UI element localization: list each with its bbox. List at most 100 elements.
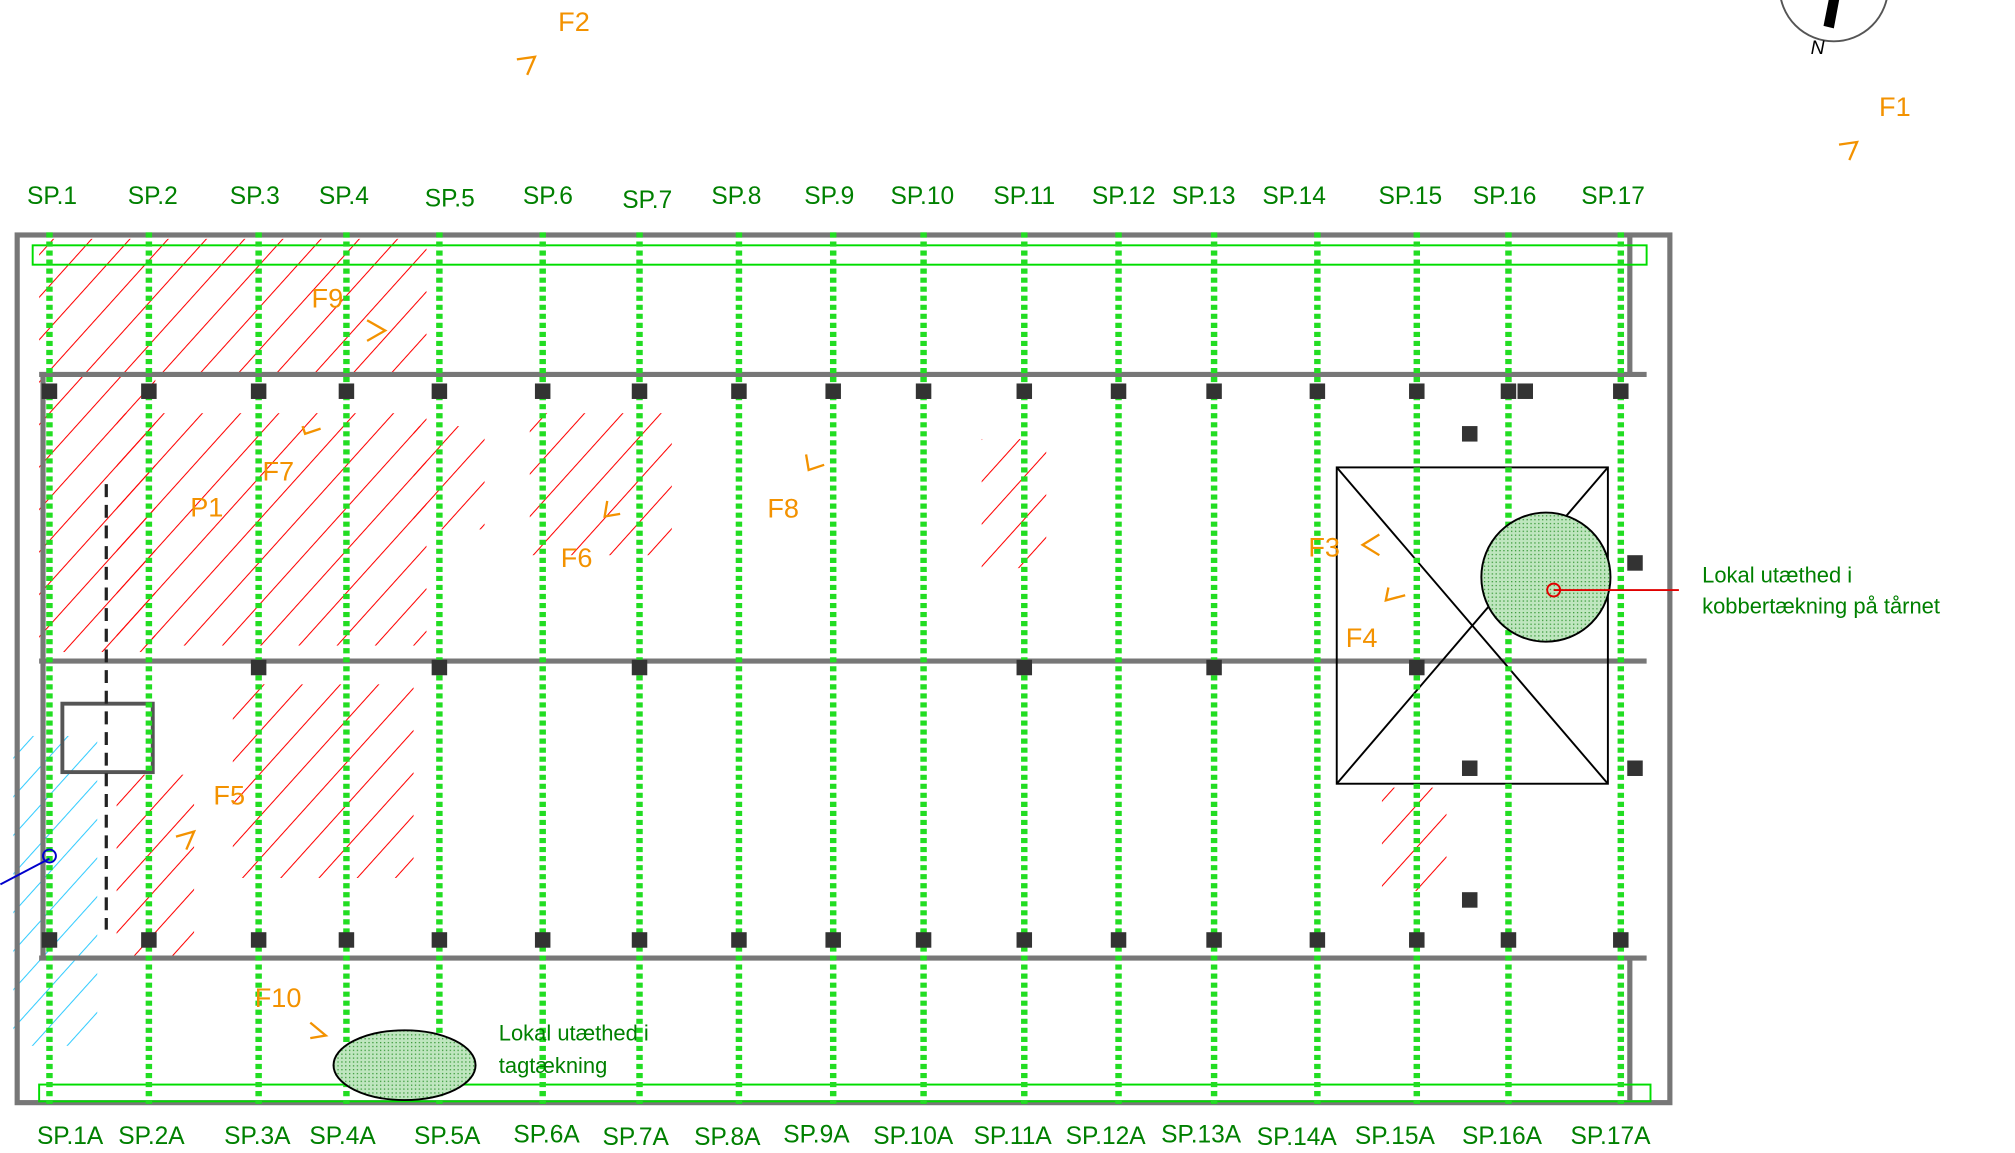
pillar xyxy=(1461,760,1478,776)
pillar xyxy=(915,932,932,948)
top-label: SP.8 xyxy=(711,183,761,210)
pillar xyxy=(731,932,747,948)
pillar xyxy=(1613,383,1629,399)
top-label: SP.5 xyxy=(425,186,475,213)
red-hatch xyxy=(981,438,1047,569)
note-line: Lokal utæthed i xyxy=(1702,562,1852,587)
pillar xyxy=(431,383,448,399)
marker-label: F6 xyxy=(561,542,593,573)
pillar xyxy=(338,383,355,399)
bottom-label: SP.16A xyxy=(1462,1123,1543,1150)
bottom-label: SP.14A xyxy=(1257,1124,1338,1151)
pillar xyxy=(141,383,157,399)
pillar xyxy=(41,932,58,948)
pillar xyxy=(1627,760,1643,776)
pillar xyxy=(631,659,648,676)
marker-label: F7 xyxy=(263,455,295,486)
pillar xyxy=(250,659,267,676)
pillar xyxy=(1613,932,1629,948)
gutters xyxy=(31,244,1652,1103)
leaks xyxy=(0,511,1679,1102)
marker-label: F3 xyxy=(1308,531,1340,562)
bottom-label: SP.6A xyxy=(513,1122,580,1149)
red-hatch xyxy=(529,413,672,556)
pillar xyxy=(631,932,648,948)
red-hatch xyxy=(232,684,414,878)
bottom-label: SP.3A xyxy=(224,1123,291,1150)
note-line: tagtækning xyxy=(499,1053,608,1078)
pillar xyxy=(1309,932,1326,948)
top-label: SP.15 xyxy=(1379,183,1443,210)
pillar xyxy=(1110,383,1127,399)
pillar xyxy=(1206,659,1222,676)
top-label: SP.16 xyxy=(1473,183,1537,210)
bottom-label: SP.8A xyxy=(694,1124,761,1151)
blue-hatch xyxy=(13,735,98,1046)
top-label: SP.14 xyxy=(1262,183,1326,210)
pillar xyxy=(631,383,648,399)
pillar xyxy=(1409,932,1425,948)
bottom-label: SP.15A xyxy=(1355,1123,1436,1150)
marker-label: F5 xyxy=(213,779,245,810)
pillar xyxy=(250,383,267,399)
marker-label: F8 xyxy=(767,493,799,524)
marker-label: F9 xyxy=(312,282,344,313)
top-label: SP.17 xyxy=(1581,183,1645,210)
pillar xyxy=(1500,383,1517,399)
pillar xyxy=(1461,426,1478,442)
note-line: kobbertækning på tårnet xyxy=(1702,593,1940,618)
bottom-label: SP.7A xyxy=(602,1124,669,1151)
bottom-label: SP.13A xyxy=(1161,1122,1242,1149)
pillar xyxy=(1500,932,1517,948)
red-hatch xyxy=(413,426,485,530)
red-hatch xyxy=(116,774,195,956)
bottom-label: SP.5A xyxy=(414,1123,481,1150)
pillar xyxy=(41,383,58,399)
pillar xyxy=(825,383,841,399)
bottom-label: SP.1A xyxy=(37,1123,104,1150)
top-label: SP.10 xyxy=(890,183,954,210)
bottom-label: SP.4A xyxy=(309,1123,376,1150)
top-label: SP.4 xyxy=(319,183,369,210)
pillar xyxy=(250,932,267,948)
top-label: SP.2 xyxy=(128,183,178,210)
note-line: Lokal utæthed i xyxy=(499,1021,649,1046)
bottom-label: SP.9A xyxy=(783,1122,850,1149)
pillar xyxy=(1016,659,1033,676)
pillar xyxy=(1016,932,1033,948)
pillar xyxy=(1461,892,1478,908)
marker-label: F1 xyxy=(1879,91,1911,122)
pillar xyxy=(1110,932,1127,948)
top-label: SP.3 xyxy=(230,183,280,210)
pillar xyxy=(1409,659,1425,676)
pillar xyxy=(534,932,551,948)
pillar xyxy=(1627,555,1643,571)
pillar xyxy=(731,383,747,399)
compass: N xyxy=(1780,0,1888,59)
bottom-label: SP.2A xyxy=(118,1123,185,1150)
view-arrows xyxy=(175,55,1859,1040)
pillar xyxy=(534,383,551,399)
top-label: SP.13 xyxy=(1172,183,1236,210)
pillar xyxy=(1206,383,1222,399)
pillar xyxy=(141,932,157,948)
top-label: SP.6 xyxy=(523,183,573,210)
labels: SP.1 SP.1A SP.2 SP.2A SP.3 SP.3A SP.4 SP.4A SP.5… xyxy=(27,6,1911,1151)
pillar xyxy=(1016,383,1033,399)
top-label: SP.11 xyxy=(993,183,1055,210)
marker-label: F4 xyxy=(1346,622,1378,653)
bottom-label: SP.11A xyxy=(974,1123,1053,1150)
compass-label: N xyxy=(1811,37,1825,59)
pillar xyxy=(1206,932,1222,948)
red-hatch xyxy=(39,238,427,375)
pillar xyxy=(825,932,841,948)
pillar xyxy=(1309,383,1326,399)
marker-label: F10 xyxy=(255,982,302,1013)
pillar xyxy=(1409,383,1425,399)
pillar xyxy=(338,932,355,948)
pillar xyxy=(1517,383,1533,399)
bottom-label: SP.10A xyxy=(873,1123,954,1150)
bottom-label: SP.12A xyxy=(1066,1123,1147,1150)
marker-label: F2 xyxy=(558,6,590,37)
pillar xyxy=(431,659,448,676)
